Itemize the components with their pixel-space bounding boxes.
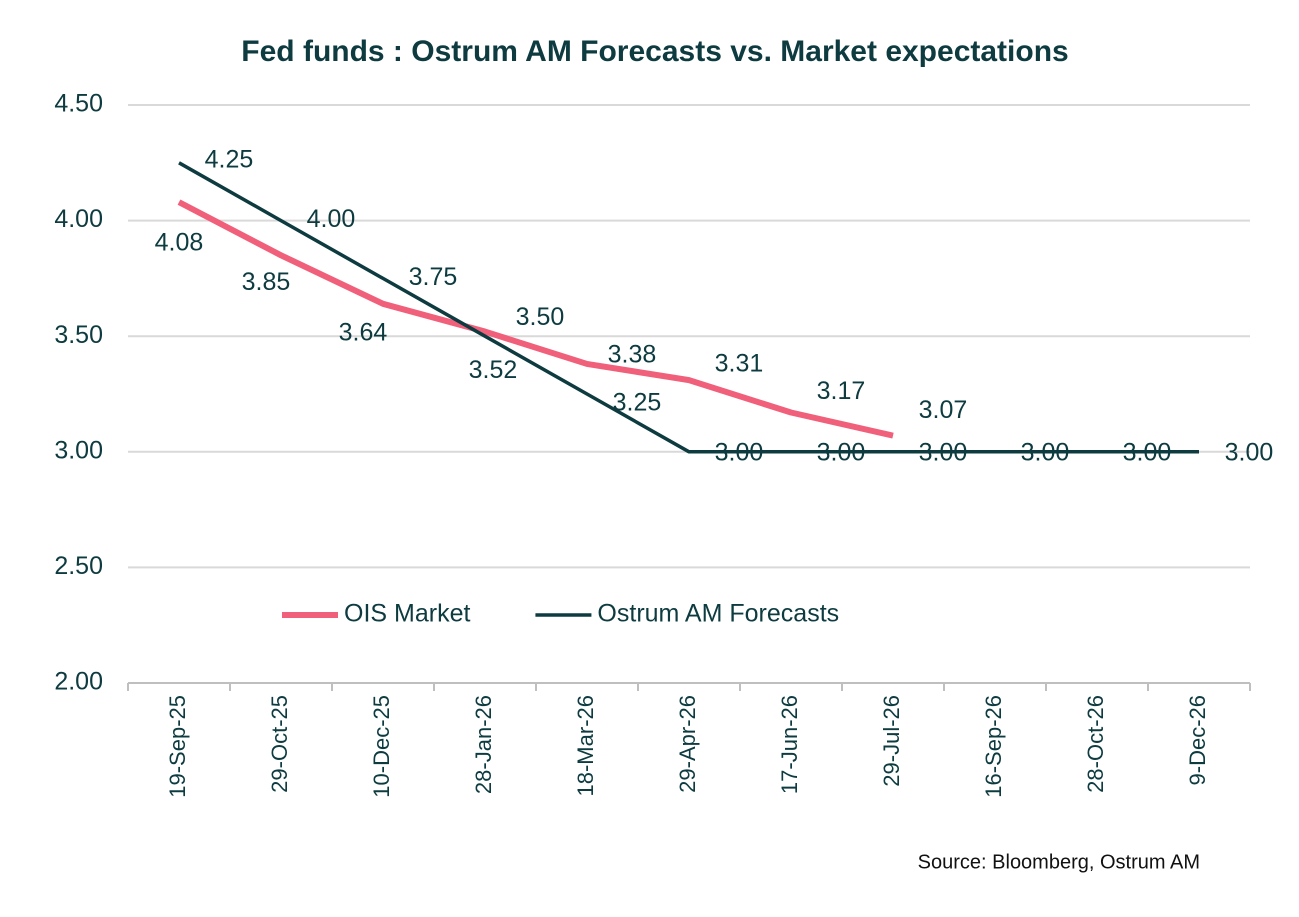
x-tick-label: 18-Mar-26 [573, 695, 598, 796]
x-tick-label: 28-Oct-26 [1083, 695, 1108, 793]
series-line [178, 161, 1199, 454]
legend-label: Ostrum AM Forecasts [597, 600, 839, 628]
data-label: 3.85 [242, 268, 291, 296]
data-label: 3.00 [1021, 438, 1070, 466]
data-label: 3.17 [817, 377, 866, 405]
data-label: 3.31 [715, 350, 764, 378]
x-tick-label: 28-Jan-26 [471, 695, 496, 794]
data-label: 3.07 [919, 396, 968, 424]
data-label: 3.00 [715, 438, 764, 466]
data-label: 3.75 [409, 263, 458, 291]
data-label: 3.00 [919, 438, 968, 466]
y-tick-label: 3.00 [54, 436, 103, 464]
x-tick-label: 29-Apr-26 [675, 695, 700, 793]
data-label: 3.00 [1123, 438, 1172, 466]
x-tick-label: 17-Jun-26 [777, 695, 802, 794]
x-tick-label: 29-Oct-25 [267, 695, 292, 793]
x-tick-label: 29-Jul-26 [879, 695, 904, 787]
x-tick-label: 16-Sep-26 [981, 695, 1006, 798]
y-tick-label: 4.00 [54, 205, 103, 233]
data-label: 3.64 [339, 318, 388, 346]
y-tick-label: 4.50 [54, 90, 103, 118]
x-tick-label: 19-Sep-25 [165, 695, 190, 798]
series-line [177, 199, 894, 439]
data-label: 3.52 [469, 356, 518, 384]
data-label: 4.08 [155, 229, 204, 257]
data-label: 3.00 [817, 438, 866, 466]
data-label: 4.25 [205, 145, 254, 173]
data-label: 3.00 [1225, 438, 1274, 466]
x-tick-label: 9-Dec-26 [1185, 695, 1210, 785]
y-tick-label: 2.50 [54, 552, 103, 580]
data-label: 3.25 [613, 389, 662, 417]
data-label: 3.38 [608, 341, 657, 369]
x-tick-label: 10-Dec-25 [369, 695, 394, 798]
source-note: Source: Bloomberg, Ostrum AM [918, 851, 1200, 873]
chart-title: Fed funds : Ostrum AM Forecasts vs. Mark… [241, 35, 1068, 68]
data-label: 4.00 [307, 205, 356, 233]
legend-label: OIS Market [344, 600, 470, 628]
y-tick-label: 3.50 [54, 321, 103, 349]
y-tick-label: 2.00 [54, 668, 103, 696]
data-label: 3.50 [516, 303, 565, 331]
